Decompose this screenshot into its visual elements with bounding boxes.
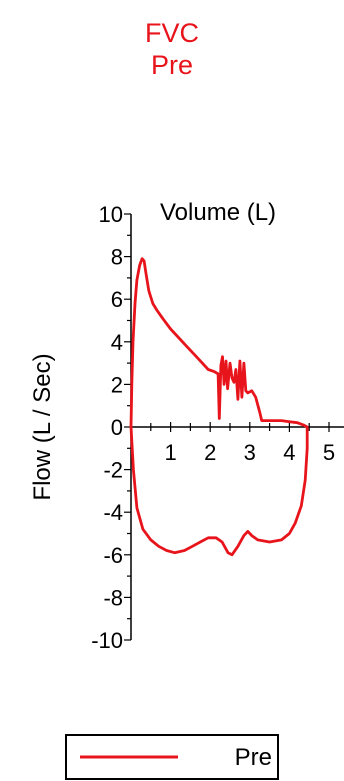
chart-subtitle: Pre [150,50,194,80]
y-tick-label: -8 [103,585,123,610]
x-tick-label: 4 [283,440,295,465]
x-axis-title: Volume (L) [160,199,276,226]
legend: Pre [65,734,279,780]
x-tick-labels: 1 2 3 4 5 [164,440,335,465]
y-tick-labels: 10 8 6 4 2 0 -2 -4 -6 -8 -10 [91,202,123,653]
legend-label-pre: Pre [235,744,272,771]
y-tick-label: 6 [111,287,123,312]
y-tick-label: 2 [111,372,123,397]
y-tick-label: 10 [99,202,123,227]
x-tick-label: 3 [244,440,256,465]
chart-title: FVC [145,18,199,48]
chart-axes [124,213,344,641]
y-tick-label: -10 [91,628,123,653]
series-line-pre [129,257,309,557]
y-tick-label: 0 [111,415,123,440]
y-tick-label: -6 [103,543,123,568]
y-tick-label: 8 [111,245,123,270]
x-tick-label: 2 [204,440,216,465]
x-tick-label: 5 [323,440,335,465]
y-tick-label: 4 [111,330,123,355]
y-tick-label: -2 [103,458,123,483]
y-tick-label: -4 [103,500,123,525]
x-tick-label: 1 [164,440,176,465]
y-axis-title: Flow (L / Sec) [29,353,56,500]
series-layer [129,257,309,557]
